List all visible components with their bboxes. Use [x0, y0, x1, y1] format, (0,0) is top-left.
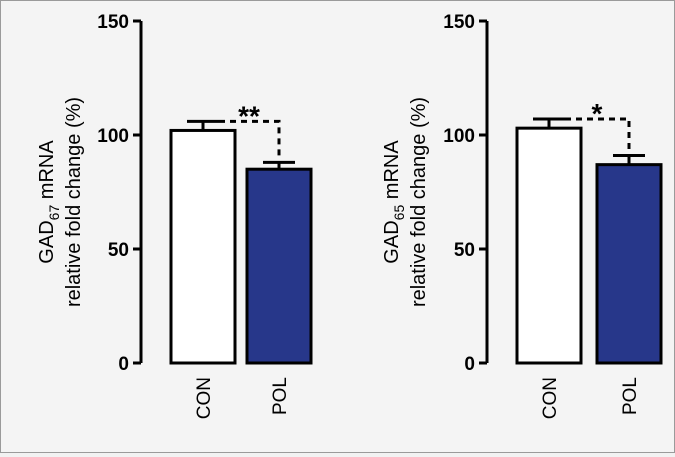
- ylabel-main: GAD: [381, 220, 403, 263]
- ylabel-main: GAD: [36, 220, 58, 263]
- y-axis-label: GAD65 mRNA relative fold change (%): [381, 97, 430, 307]
- panel-1: 0 50 100 150 GAD67 mRNA relative fold change …: [36, 12, 313, 419]
- bar-con: [169, 128, 237, 365]
- y-tick-label: 0: [118, 354, 129, 375]
- ylabel-rest: mRNA: [381, 140, 403, 205]
- bar-pol: [595, 163, 663, 365]
- ylabel-rest: mRNA: [36, 140, 58, 205]
- category-label: POL: [270, 377, 291, 415]
- y-tick-label: 150: [97, 12, 129, 33]
- category-label: CON: [540, 377, 561, 419]
- panel-2: 0 50 100 150 GAD65 mRNA relative fold change …: [381, 12, 663, 419]
- y-tick-label: 150: [443, 12, 475, 33]
- significance-marker: *: [592, 98, 603, 129]
- ylabel-subscript: 67: [46, 205, 62, 221]
- y-axis-label-line1: GAD65 mRNA: [381, 140, 407, 264]
- y-tick-label: 0: [464, 354, 475, 375]
- bar-pol: [245, 167, 313, 365]
- ylabel-subscript: 65: [391, 205, 407, 221]
- significance-bracket: [219, 119, 281, 157]
- y-axis-label: GAD67 mRNA relative fold change (%): [36, 97, 85, 307]
- category-label: CON: [194, 377, 215, 419]
- y-axis-label-line1: GAD67 mRNA: [36, 140, 62, 264]
- category-label: POL: [620, 377, 641, 415]
- y-tick-label: 50: [108, 240, 129, 261]
- significance-marker: **: [238, 100, 260, 131]
- y-tick-label: 100: [443, 126, 475, 147]
- y-axis-label-line2: relative fold change (%): [408, 97, 430, 307]
- y-tick-label: 50: [454, 240, 475, 261]
- bar-con: [515, 126, 583, 365]
- y-tick-label: 100: [97, 126, 129, 147]
- y-axis-label-line2: relative fold change (%): [63, 97, 85, 307]
